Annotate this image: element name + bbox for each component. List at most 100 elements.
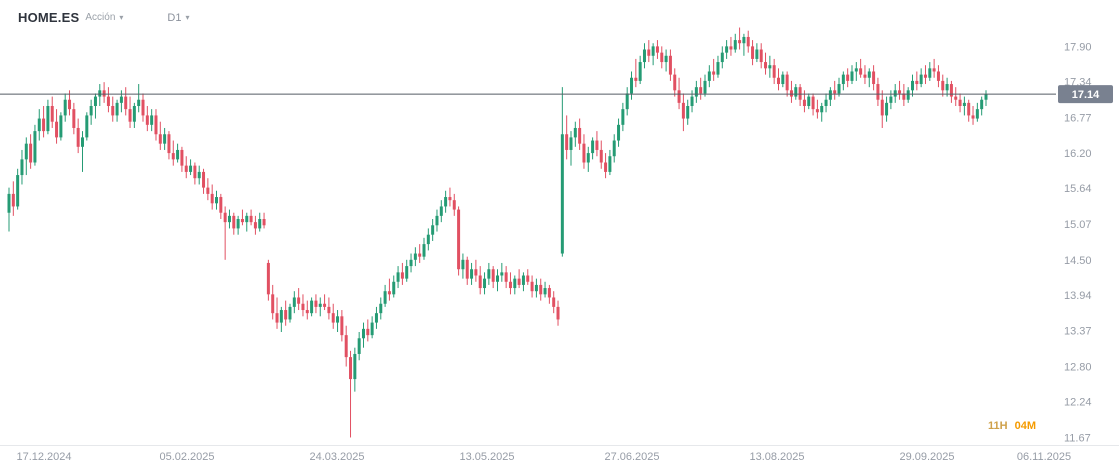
candle-body — [253, 222, 257, 229]
timeframe-value: D1 — [167, 11, 182, 24]
candle-body — [573, 127, 577, 138]
candle-body — [902, 93, 906, 100]
candle-body — [733, 40, 737, 50]
time-axis[interactable]: 17.12.2024 05.02.2025 24.03.2025 13.05.2025… — [0, 445, 1119, 464]
candle-body — [543, 288, 547, 295]
candle-body — [837, 84, 841, 94]
candle-body — [42, 118, 46, 132]
candle-body — [223, 212, 227, 223]
candle-body — [746, 36, 750, 47]
price-axis-label: 13.94 — [1064, 290, 1092, 302]
candle-body — [271, 294, 275, 314]
candle-body — [37, 118, 41, 132]
candle-body — [798, 87, 802, 100]
candle-body — [556, 306, 560, 320]
candle-body — [119, 96, 123, 103]
candle-body — [898, 90, 902, 94]
candle-body — [712, 71, 716, 75]
candle-body — [318, 303, 322, 307]
candle-body — [16, 175, 20, 207]
candle-body — [193, 165, 197, 179]
candle-body — [245, 215, 249, 223]
candle-body — [625, 93, 629, 110]
candle-body — [314, 300, 318, 307]
candle-countdown: 11H 04M — [988, 420, 1039, 432]
candle-body — [569, 137, 573, 150]
candle-body — [889, 96, 893, 103]
candle-body — [232, 215, 236, 229]
candle-body — [517, 278, 521, 285]
current-price-badge — [1058, 85, 1113, 104]
candle-body — [824, 99, 828, 107]
time-axis-label: 06.11.2025 — [1017, 451, 1071, 463]
candle-body — [444, 197, 448, 207]
current-price-badge-value: 17.14 — [1072, 89, 1100, 101]
candle-body — [249, 215, 253, 223]
candle-body — [426, 234, 430, 245]
candle-body — [945, 84, 949, 91]
candle-body — [461, 259, 465, 270]
instrument-symbol[interactable]: HOME.ES — [18, 10, 80, 25]
candle-body — [526, 275, 530, 282]
timeframe-select[interactable]: D1 ▾ — [167, 12, 189, 24]
candle-body — [962, 102, 966, 107]
candle-body — [297, 297, 301, 304]
candle-body — [755, 49, 759, 59]
candle-body — [383, 291, 387, 304]
candle-body — [794, 87, 798, 97]
candle-body — [89, 106, 93, 116]
candle-body — [521, 275, 525, 285]
candle-body — [811, 96, 815, 110]
candle-body — [323, 303, 327, 307]
time-axis-label: 29.09.2025 — [899, 451, 954, 463]
candle-body — [76, 127, 80, 147]
candle-body — [340, 316, 344, 336]
candle-body — [279, 310, 283, 323]
candle-body — [55, 121, 59, 138]
candle-body — [872, 71, 876, 85]
candle-body — [435, 215, 439, 226]
candle-body — [638, 62, 642, 81]
price-axis-label: 12.24 — [1064, 397, 1092, 409]
candle-body — [262, 219, 266, 226]
candle-body — [504, 272, 508, 282]
candles-layer — [7, 27, 988, 438]
candle-body — [833, 90, 837, 94]
candle-body — [703, 80, 707, 94]
candle-body — [59, 115, 63, 138]
candle-body — [180, 149, 184, 166]
candle-body — [150, 115, 154, 125]
instrument-dropdown-caret-icon[interactable]: ▾ — [119, 12, 124, 22]
candle-body — [630, 77, 634, 94]
candle-body — [880, 99, 884, 116]
candle-body — [206, 187, 210, 194]
candle-body — [111, 106, 115, 116]
price-axis[interactable]: 17.9017.3416.7716.2015.6415.0714.5013.94… — [1064, 41, 1092, 444]
candle-body — [867, 71, 871, 78]
candle-body — [379, 303, 383, 314]
candle-body — [284, 310, 288, 320]
candle-body — [374, 313, 378, 323]
candle-body — [448, 197, 452, 201]
countdown-hours: 11H — [988, 420, 1008, 432]
candle-body — [474, 269, 478, 276]
candle-body — [975, 109, 979, 119]
candle-body — [171, 153, 175, 160]
candle-body — [789, 90, 793, 97]
candle-body — [547, 288, 551, 298]
candle-body — [876, 84, 880, 100]
candle-body — [582, 143, 586, 163]
price-axis-label: 12.80 — [1064, 362, 1092, 374]
price-axis-label: 13.37 — [1064, 326, 1092, 338]
candle-body — [158, 134, 162, 144]
candle-body — [357, 338, 361, 354]
candle-body — [668, 55, 672, 75]
current-price-layer: 17.14 — [0, 85, 1113, 104]
candle-body — [807, 96, 811, 107]
candle-body — [431, 225, 435, 235]
time-axis-label: 05.02.2025 — [159, 451, 214, 463]
candle-body — [301, 303, 305, 311]
candle-body — [846, 74, 850, 81]
candle-body — [361, 328, 365, 339]
